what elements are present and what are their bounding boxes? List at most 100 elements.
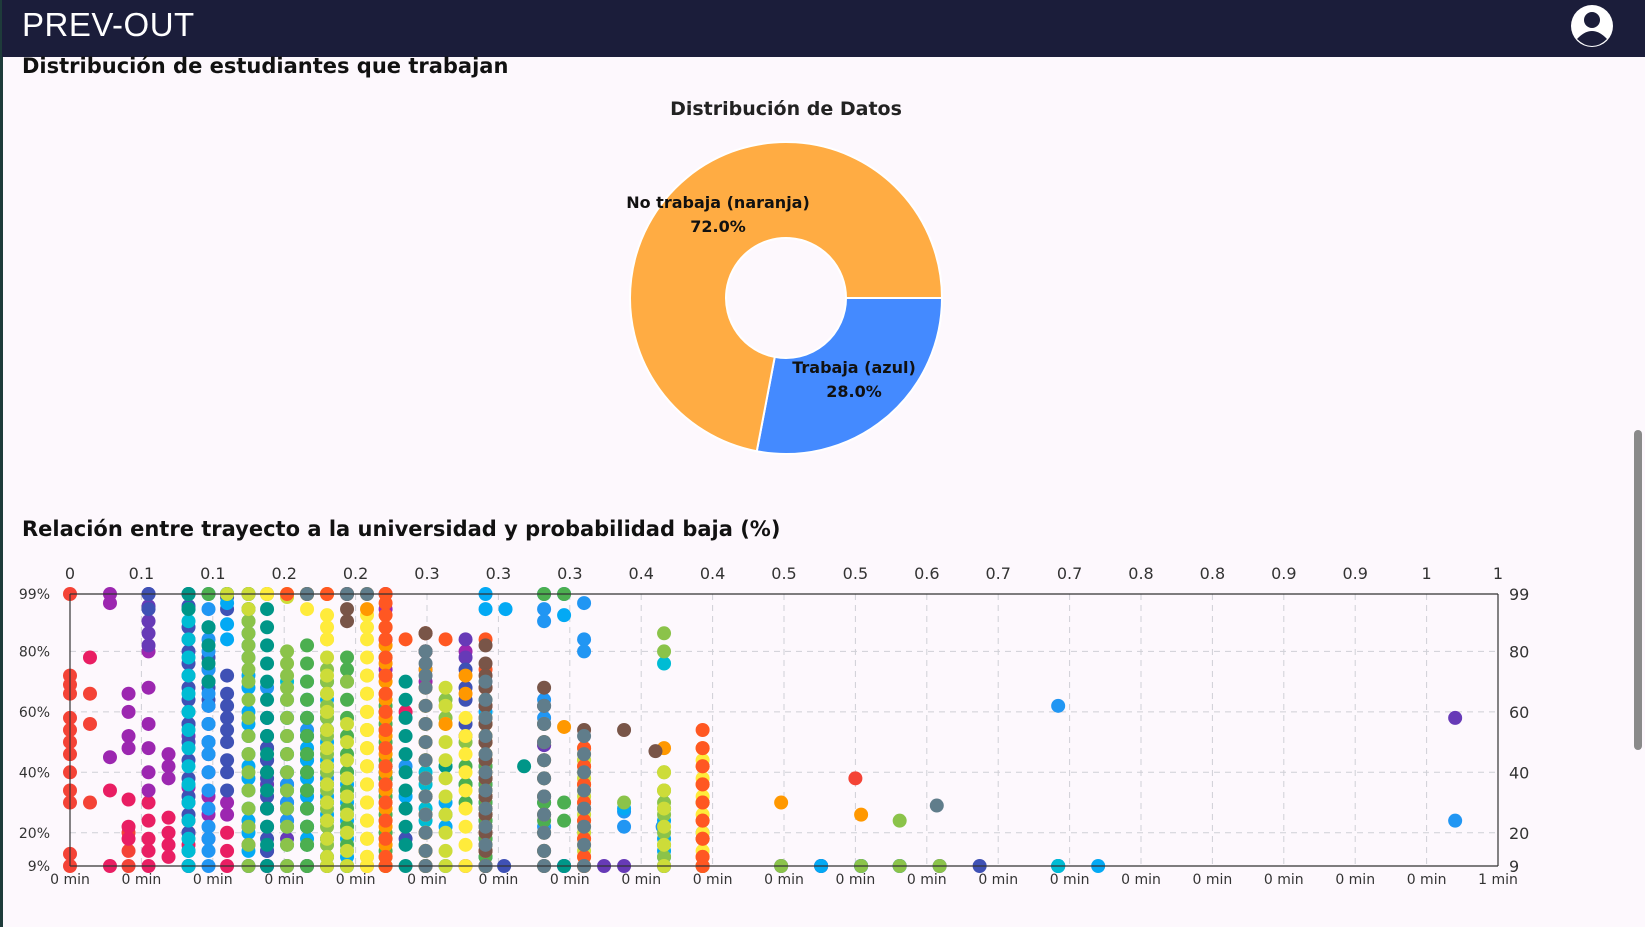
scatter-point[interactable] (280, 747, 295, 762)
scatter-point[interactable] (577, 632, 592, 647)
scatter-point[interactable] (121, 741, 136, 756)
scatter-point[interactable] (241, 614, 256, 629)
scatter-point[interactable] (280, 668, 295, 683)
scatter-point[interactable] (557, 608, 572, 623)
scatter-point[interactable] (458, 783, 473, 798)
scatter-point[interactable] (260, 819, 275, 834)
scatter-point[interactable] (438, 698, 453, 713)
scatter-point[interactable] (201, 686, 216, 701)
scatter-point[interactable] (201, 801, 216, 816)
scatter-point[interactable] (418, 789, 433, 804)
scatter-point[interactable] (260, 765, 275, 780)
scatter-point[interactable] (260, 747, 275, 762)
scatter-point[interactable] (537, 825, 552, 840)
scatter-point[interactable] (141, 680, 156, 695)
scatter-point[interactable] (537, 771, 552, 786)
scatter-point[interactable] (577, 765, 592, 780)
scatter-point[interactable] (320, 741, 335, 756)
scatter-point[interactable] (320, 608, 335, 623)
scatter-point[interactable] (498, 602, 513, 617)
scatter-point[interactable] (260, 710, 275, 725)
scatter-point[interactable] (161, 837, 176, 852)
scatter-point[interactable] (418, 771, 433, 786)
scatter-point[interactable] (657, 765, 672, 780)
scatter-point[interactable] (121, 704, 136, 719)
scatter-point[interactable] (201, 819, 216, 834)
scatter-point[interactable] (181, 795, 196, 810)
scatter-point[interactable] (220, 723, 235, 737)
scatter-point[interactable] (280, 729, 295, 744)
scatter-point[interactable] (141, 614, 156, 629)
scatter-point[interactable] (478, 602, 493, 617)
scatter-point[interactable] (398, 747, 413, 762)
scatter-point[interactable] (537, 680, 552, 695)
scatter-point[interactable] (82, 716, 97, 731)
scatter-point[interactable] (201, 765, 216, 780)
scatter-point[interactable] (241, 801, 256, 816)
scatter-point[interactable] (121, 831, 136, 846)
scatter-point[interactable] (161, 825, 176, 840)
scatter-point[interactable] (220, 807, 235, 822)
scatter-point[interactable] (340, 843, 355, 858)
scatter-point[interactable] (478, 692, 493, 707)
scatter-point[interactable] (320, 704, 335, 719)
scatter-point[interactable] (201, 674, 216, 689)
scatter-point[interactable] (201, 747, 216, 762)
scatter-point[interactable] (537, 735, 552, 750)
scatter-point[interactable] (300, 765, 315, 780)
scatter-point[interactable] (241, 837, 256, 852)
scatter-point[interactable] (695, 759, 710, 774)
scatter-point[interactable] (577, 644, 592, 659)
scatter-point[interactable] (517, 759, 532, 774)
scatter-point[interactable] (82, 650, 97, 665)
scatter-point[interactable] (260, 638, 275, 653)
scatter-point[interactable] (201, 716, 216, 731)
scatter-point[interactable] (478, 819, 493, 834)
scatter-point[interactable] (260, 729, 275, 744)
scatter-point[interactable] (141, 626, 156, 641)
scatter-point[interactable] (537, 716, 552, 731)
scatter-point[interactable] (121, 819, 136, 834)
scatter-point[interactable] (360, 650, 375, 665)
scatter-point[interactable] (201, 638, 216, 653)
scatter-point[interactable] (360, 813, 375, 828)
scatter-point[interactable] (241, 674, 256, 689)
scatter-point[interactable] (478, 638, 493, 653)
scatter-point[interactable] (260, 620, 275, 635)
scatter-point[interactable] (260, 602, 275, 617)
scatter-point[interactable] (181, 668, 196, 683)
scatter-point[interactable] (121, 843, 136, 858)
scatter-point[interactable] (181, 632, 196, 647)
scatter-point[interactable] (360, 741, 375, 756)
scatter-point[interactable] (82, 686, 97, 701)
scatter-point[interactable] (220, 698, 235, 713)
scatter-point[interactable] (478, 729, 493, 744)
scatter-point[interactable] (418, 807, 433, 822)
scatter-point[interactable] (320, 759, 335, 774)
scatter-point[interactable] (617, 723, 632, 737)
scatter-point[interactable] (161, 747, 176, 762)
scatter-point[interactable] (557, 719, 572, 734)
scatter-point[interactable] (280, 765, 295, 780)
scatter-point[interactable] (360, 620, 375, 635)
scatter-point[interactable] (102, 596, 117, 611)
scatter-point[interactable] (438, 843, 453, 858)
scatter-point[interactable] (201, 698, 216, 713)
scatter-point[interactable] (695, 795, 710, 810)
scatter-point[interactable] (378, 759, 393, 774)
scatter-point[interactable] (398, 674, 413, 689)
scatter-point[interactable] (340, 662, 355, 677)
scatter-point[interactable] (201, 831, 216, 846)
scatter-point[interactable] (181, 777, 196, 792)
scatter-point[interactable] (577, 747, 592, 762)
scatter-point[interactable] (478, 656, 493, 671)
scatter-point[interactable] (360, 777, 375, 792)
scatter-point[interactable] (478, 747, 493, 762)
scatter-point[interactable] (398, 710, 413, 725)
scatter-point[interactable] (438, 716, 453, 731)
scatter-point[interactable] (241, 638, 256, 653)
scatter-point[interactable] (220, 686, 235, 701)
scatter-point[interactable] (201, 843, 216, 858)
scatter-point[interactable] (141, 602, 156, 617)
scatter-point[interactable] (1448, 813, 1463, 828)
